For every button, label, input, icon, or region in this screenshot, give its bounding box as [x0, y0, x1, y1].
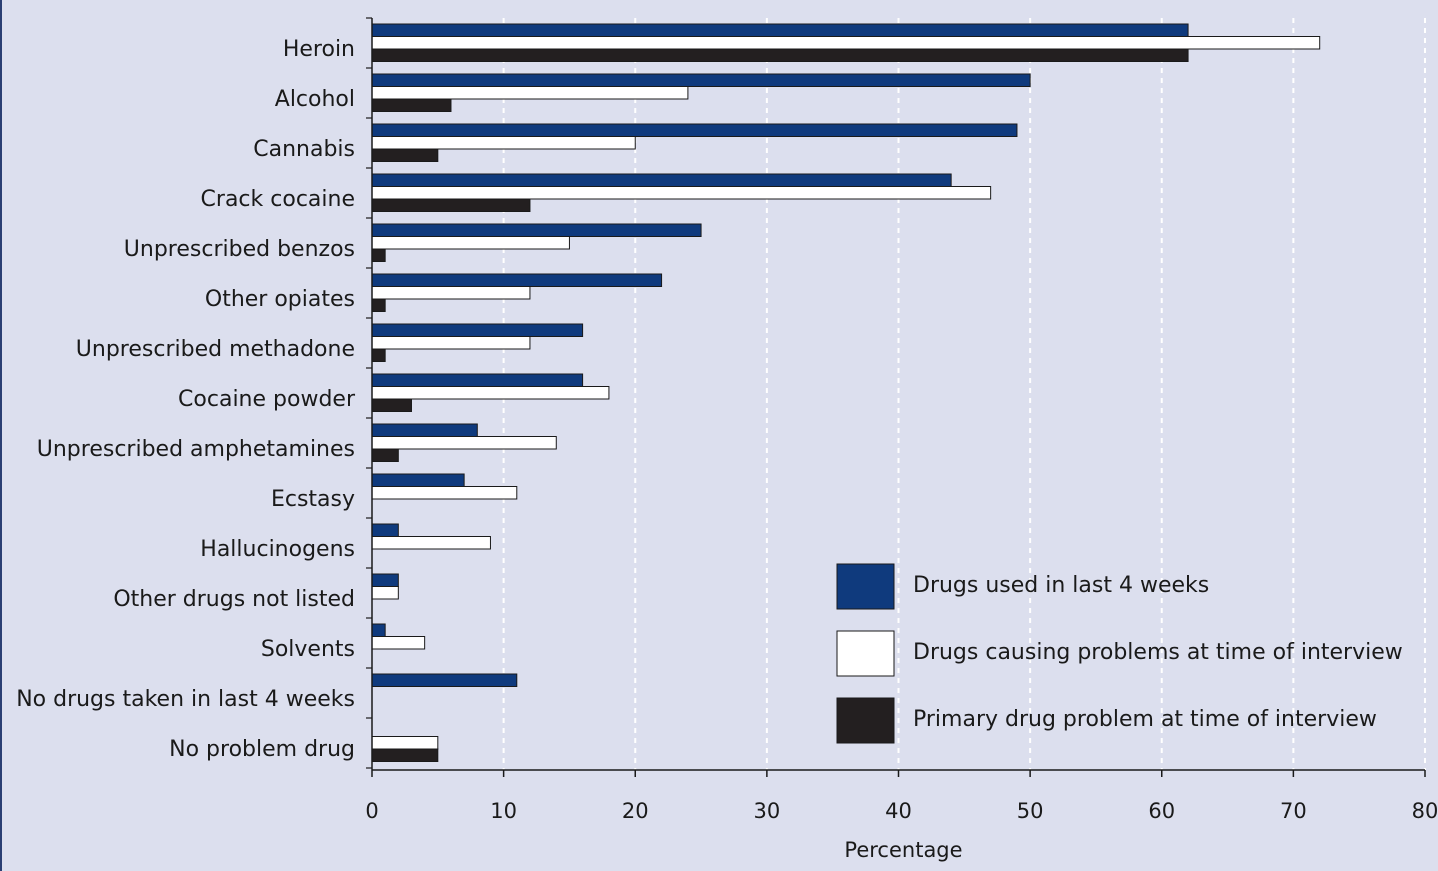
bar-3-3: [371, 148, 439, 162]
category-label: Hallucinogens: [200, 537, 355, 562]
x-tick-label: 20: [622, 799, 649, 823]
bar-3-2: [371, 98, 452, 112]
bar-2-5: [371, 236, 570, 250]
bar-2-2: [371, 86, 689, 100]
x-tick-labels: 0 10 20 30 40 50 60 70 80: [365, 799, 1438, 823]
category-label: Heroin: [283, 37, 355, 62]
bar-1-7: [371, 323, 584, 337]
category-label: Cocaine powder: [178, 387, 356, 412]
category-label: No problem drug: [169, 737, 355, 762]
legend-swatch-1: [836, 563, 895, 610]
bar-2-12: [371, 586, 399, 600]
legend-label-3: Primary drug problem at time of intervie…: [913, 707, 1377, 732]
bar-1-8: [371, 373, 584, 387]
bar-3-4: [371, 198, 531, 212]
x-tick-label: 10: [490, 799, 517, 823]
bar-2-13: [371, 636, 426, 650]
bar-1-2: [371, 73, 1031, 87]
bar-2-9: [371, 436, 557, 450]
axes: [366, 17, 1426, 777]
bar-1-5: [371, 223, 702, 237]
legend-swatch-2: [836, 630, 895, 677]
category-label: Alcohol: [275, 87, 355, 112]
category-label: Ecstasy: [271, 487, 355, 512]
x-tick-label: 80: [1412, 799, 1438, 823]
category-label: Other opiates: [205, 287, 355, 312]
category-label: Unprescribed benzos: [124, 237, 355, 262]
bar-3-9: [371, 448, 399, 462]
x-tick-label: 30: [754, 799, 781, 823]
bar-2-10: [371, 486, 518, 500]
x-tick-label: 60: [1148, 799, 1175, 823]
bar-2-15: [371, 736, 439, 750]
bar-1-4: [371, 173, 952, 187]
category-labels: Heroin Alcohol Cannabis Crack cocaine Unpres…: [16, 37, 356, 762]
bar-2-4: [371, 186, 992, 200]
category-label: Cannabis: [253, 137, 355, 162]
bar-1-3: [371, 123, 1018, 137]
x-tick-label: 50: [1017, 799, 1044, 823]
bar-3-7: [371, 348, 386, 362]
bar-1-1: [371, 23, 1189, 37]
bar-1-11: [371, 523, 399, 537]
x-axis-title: Percentage: [844, 838, 962, 862]
category-label: Solvents: [261, 637, 355, 662]
legend-label-2: Drugs causing problems at time of interv…: [913, 640, 1403, 665]
bar-1-12: [371, 573, 399, 587]
bar-1-10: [371, 473, 465, 487]
bar-2-6: [371, 286, 531, 300]
x-tick-label: 70: [1280, 799, 1307, 823]
x-tick-label: 0: [365, 799, 378, 823]
x-tick-label: 40: [885, 799, 912, 823]
bar-2-8: [371, 386, 610, 400]
bar-1-9: [371, 423, 478, 437]
legend-label-1: Drugs used in last 4 weeks: [913, 573, 1209, 598]
bar-2-1: [371, 36, 1321, 50]
bar-3-5: [371, 248, 386, 262]
category-label: Unprescribed methadone: [76, 337, 355, 362]
bar-2-11: [371, 536, 491, 550]
bar-3-8: [371, 398, 412, 412]
legend: Drugs used in last 4 weeks Drugs causing …: [836, 563, 1403, 744]
category-label: No drugs taken in last 4 weeks: [16, 687, 355, 712]
bar-3-15: [371, 748, 439, 762]
bar-3-1: [371, 48, 1189, 62]
bar-1-6: [371, 273, 663, 287]
category-label: Other drugs not listed: [113, 587, 355, 612]
bar-2-3: [371, 136, 636, 150]
category-label: Unprescribed amphetamines: [37, 437, 355, 462]
bar-2-7: [371, 336, 531, 350]
bar-3-6: [371, 298, 386, 312]
bar-1-14: [371, 673, 518, 687]
bar-1-13: [371, 623, 386, 637]
category-label: Crack cocaine: [201, 187, 355, 212]
legend-swatch-3: [836, 697, 895, 744]
